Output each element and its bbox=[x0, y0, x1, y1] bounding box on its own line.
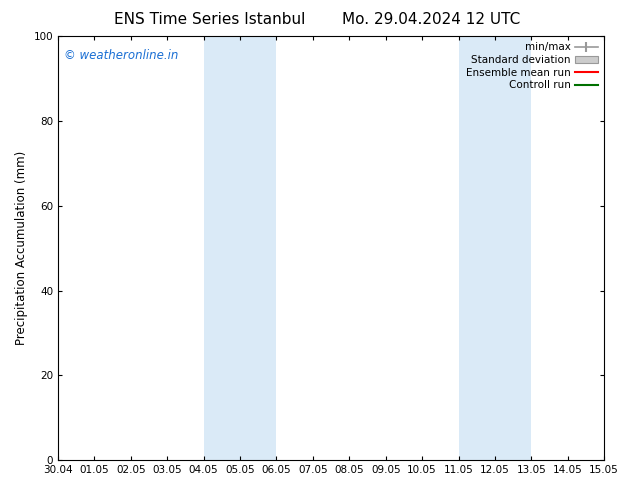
Text: © weatheronline.in: © weatheronline.in bbox=[63, 49, 178, 62]
Bar bbox=[204, 36, 276, 460]
Legend: min/max, Standard deviation, Ensemble mean run, Controll run: min/max, Standard deviation, Ensemble me… bbox=[462, 38, 602, 95]
Bar bbox=[458, 36, 531, 460]
Text: ENS Time Series Istanbul: ENS Time Series Istanbul bbox=[113, 12, 305, 27]
Y-axis label: Precipitation Accumulation (mm): Precipitation Accumulation (mm) bbox=[15, 151, 28, 345]
Text: Mo. 29.04.2024 12 UTC: Mo. 29.04.2024 12 UTC bbox=[342, 12, 521, 27]
